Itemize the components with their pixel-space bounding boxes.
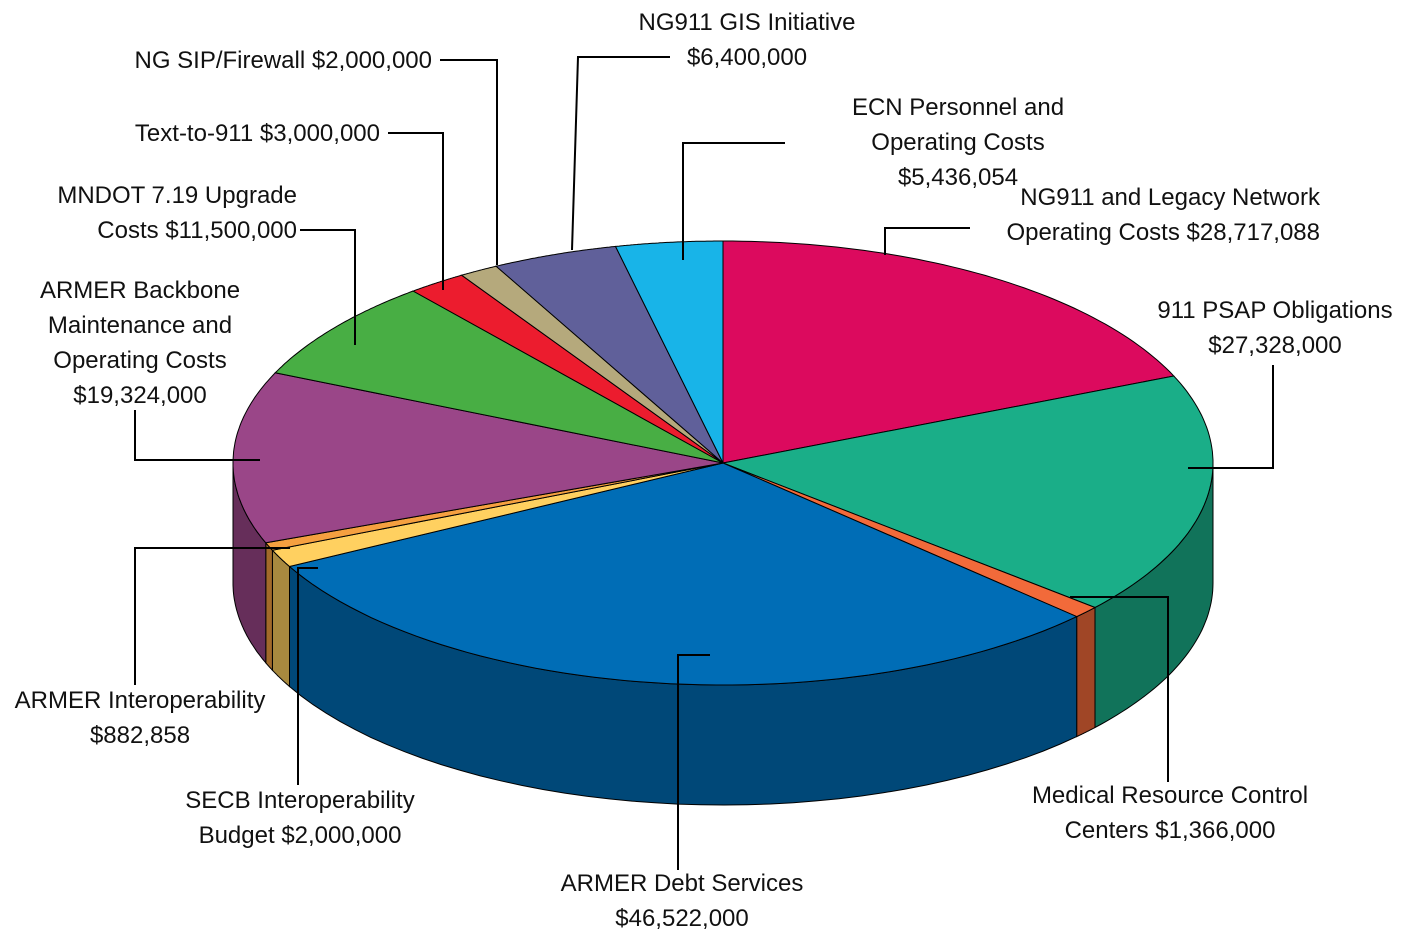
slice-value: $3,000,000	[259, 120, 380, 147]
leader-line	[134, 547, 290, 685]
slice-name: NG911 and Legacy Network Operating Costs	[1006, 184, 1320, 246]
pie-slice	[722, 462, 1097, 618]
slice-name: ARMER Backbone Maintenance and Operating…	[39, 277, 241, 374]
slice-label: ECN Personnel and Operating Costs $5,436…	[808, 90, 1108, 195]
pie-slice	[264, 462, 724, 551]
slice-label: MNDOT 7.19 Upgrade Costs $11,500,000	[37, 178, 297, 248]
slice-value: $2,000,000	[281, 822, 402, 849]
slice-name: ARMER Debt Services	[560, 870, 804, 897]
slice-value: $11,500,000	[165, 217, 297, 244]
slice-name: MNDOT 7.19 Upgrade Costs	[57, 182, 297, 244]
slice-label: ARMER Backbone Maintenance and Operating…	[25, 273, 255, 413]
pie-slice	[232, 372, 724, 544]
pie-slice	[411, 274, 724, 464]
pie-side	[271, 548, 290, 688]
slice-name: NG SIP/Firewall	[134, 47, 306, 74]
leader-line	[677, 654, 710, 870]
slice-value: $27,328,000	[1208, 332, 1342, 359]
slice-value: $28,717,088	[1186, 219, 1320, 246]
pie-slice	[614, 240, 724, 464]
slice-label: ARMER Interoperability $882,858	[0, 683, 285, 753]
pie-slice	[460, 265, 724, 464]
slice-label: NG911 GIS Initiative $6,400,000	[607, 5, 887, 75]
pie-side	[1076, 606, 1096, 738]
slice-label: 911 PSAP Obligations $27,328,000	[1145, 293, 1405, 363]
slice-name: 911 PSAP Obligations	[1157, 297, 1393, 324]
leader-line	[682, 142, 785, 260]
pie-slice	[271, 462, 724, 568]
pie-slice	[722, 240, 1175, 464]
slice-label: ARMER Debt Services $46,522,000	[542, 866, 822, 936]
pie-slice	[288, 462, 1078, 686]
leader-line	[134, 410, 260, 461]
leader-line	[300, 229, 356, 345]
slice-name: NG911 GIS Initiative	[638, 9, 856, 36]
slice-name: ARMER Interoperability	[14, 687, 266, 714]
slice-value: $6,400,000	[686, 44, 808, 71]
leader-line	[1070, 596, 1169, 782]
leader-line	[388, 132, 444, 290]
slice-value: $19,324,000	[73, 382, 207, 409]
slice-label: NG911 and Legacy Network Operating Costs…	[1000, 180, 1320, 250]
slice-value: $882,858	[89, 722, 191, 749]
slice-value: $5,436,054	[897, 164, 1019, 191]
slice-name: ECN Personnel and Operating Costs	[851, 94, 1065, 156]
pie-slice	[274, 290, 724, 464]
slice-name: Medical Resource Control Centers	[1031, 782, 1309, 844]
leader-line	[884, 227, 970, 255]
pie-side	[265, 542, 273, 672]
slice-label: Text-to-911 $3,000,000	[20, 116, 380, 151]
slice-label: Medical Resource Control Centers $1,366,…	[1005, 778, 1335, 848]
pie-slice	[495, 245, 724, 464]
slice-name: Text-to-911	[134, 120, 254, 147]
slice-label: NG SIP/Firewall $2,000,000	[52, 43, 433, 78]
leader-line	[440, 59, 498, 265]
slice-value: $2,000,000	[311, 47, 432, 74]
slice-value: $46,522,000	[615, 905, 749, 932]
leader-line	[1188, 365, 1274, 469]
slice-value: $1,366,000	[1155, 817, 1276, 844]
pie-slice	[721, 375, 1214, 609]
leader-line	[571, 56, 670, 251]
slice-name: SECB Interoperability Budget	[185, 787, 415, 849]
slice-label: SECB Interoperability Budget $2,000,000	[170, 783, 430, 853]
leader-line	[297, 567, 318, 785]
